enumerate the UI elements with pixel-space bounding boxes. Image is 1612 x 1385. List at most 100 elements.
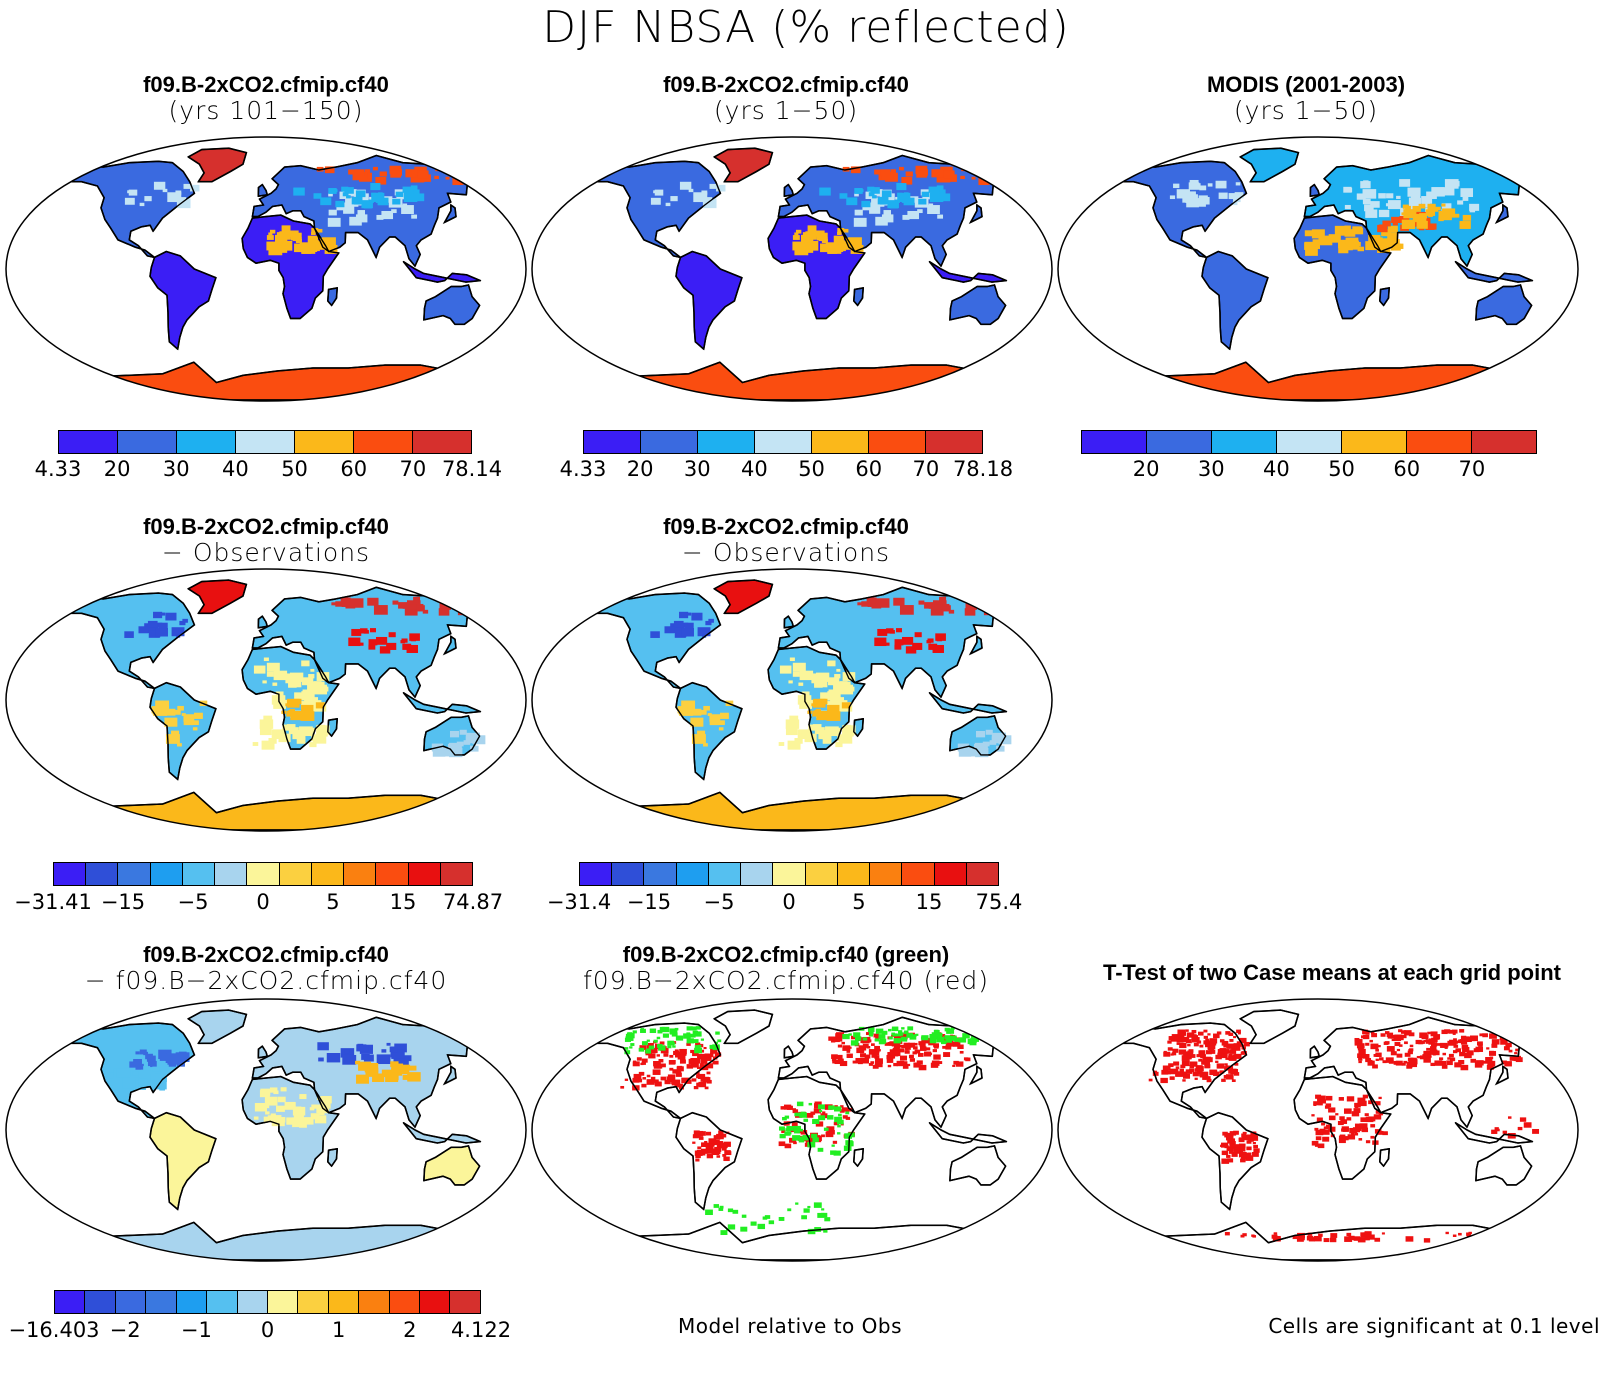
field-patch	[389, 165, 402, 174]
field-patch	[1199, 1071, 1208, 1078]
field-patch	[895, 628, 902, 633]
field-patch	[656, 1036, 661, 1040]
landmass-antarctica	[56, 361, 474, 401]
field-patch	[986, 599, 994, 605]
field-patch	[1387, 232, 1398, 240]
field-patch	[1354, 1132, 1359, 1136]
field-patch	[835, 1033, 841, 1038]
field-patch	[1246, 1157, 1251, 1161]
field-patch	[1370, 1043, 1379, 1050]
field-patch	[949, 1035, 957, 1041]
field-patch	[839, 1109, 845, 1113]
field-patch	[1225, 1057, 1229, 1060]
field-patch	[1365, 1140, 1371, 1144]
field-patch	[1423, 1057, 1431, 1063]
colorbar-tick-label: 0	[782, 890, 796, 914]
field-patch	[827, 704, 840, 714]
field-patch	[971, 1028, 979, 1034]
coastline-south-america	[675, 250, 743, 351]
field-patch	[1401, 219, 1416, 229]
field-patch	[931, 169, 944, 178]
field-patch	[1328, 1126, 1336, 1132]
field-patch	[883, 210, 892, 216]
field-patch	[1227, 1158, 1234, 1163]
field-patch	[1532, 1128, 1540, 1134]
field-patch	[879, 199, 887, 205]
field-patch	[1461, 1040, 1467, 1045]
field-patch	[1235, 182, 1241, 186]
colorbar-cell	[279, 863, 312, 885]
field-patch	[712, 1045, 720, 1051]
field-patch	[904, 1050, 910, 1054]
field-patch	[812, 1137, 819, 1142]
field-patch	[273, 699, 287, 709]
field-patch	[1496, 1128, 1500, 1132]
field-patch	[317, 228, 323, 233]
field-patch	[369, 628, 376, 633]
field-patch	[1448, 1053, 1454, 1058]
field-patch	[1386, 1046, 1395, 1052]
field-patch	[471, 605, 478, 610]
field-patch	[664, 1079, 671, 1085]
field-patch	[280, 1087, 287, 1092]
field-patch	[903, 1032, 910, 1037]
field-patch	[1374, 1237, 1381, 1242]
field-patch	[627, 1032, 633, 1036]
field-patch	[931, 1032, 935, 1035]
field-patch	[286, 724, 296, 731]
field-patch	[905, 646, 917, 654]
field-patch	[1337, 228, 1348, 236]
panel-2-title: f09.B-2xCO2.cfmip.cf40 (yrs 1−50)	[560, 72, 1012, 126]
field-patch	[648, 1053, 656, 1059]
field-patch	[1407, 1050, 1413, 1055]
field-patch	[660, 1076, 666, 1081]
landmass-antarctica	[56, 1221, 474, 1261]
field-patch	[1434, 1060, 1443, 1066]
field-patch	[1438, 210, 1452, 221]
field-patch	[1226, 1043, 1234, 1049]
field-patch	[1418, 203, 1426, 209]
field-patch	[1176, 1037, 1184, 1043]
field-patch	[1337, 1120, 1344, 1126]
field-patch	[1423, 1050, 1431, 1057]
field-patch	[1385, 203, 1391, 207]
field-patch	[1338, 239, 1350, 249]
panel-3-title: MODIS (2001-2003) (yrs 1−50)	[1080, 72, 1532, 126]
map-border	[531, 998, 1053, 1262]
field-patch	[465, 736, 476, 744]
field-patch	[881, 214, 894, 223]
field-patch	[892, 1033, 897, 1037]
field-patch	[1507, 1116, 1512, 1119]
field-patch	[794, 232, 799, 236]
field-patch	[391, 209, 397, 214]
field-patch	[834, 1105, 838, 1108]
field-patch	[1476, 1041, 1483, 1046]
field-patch	[881, 1030, 888, 1035]
field-patch	[1221, 1158, 1230, 1164]
field-patch	[390, 170, 402, 178]
field-patch	[1194, 1077, 1198, 1080]
field-patch	[792, 1109, 799, 1114]
field-patch	[371, 192, 377, 197]
field-patch	[1458, 1060, 1465, 1065]
field-patch	[724, 1150, 731, 1155]
field-patch	[650, 631, 660, 638]
field-patch	[1204, 1061, 1210, 1065]
colorbar-tick-label: 60	[855, 457, 883, 481]
field-patch	[375, 636, 388, 645]
field-patch	[1362, 1054, 1370, 1059]
field-patch	[438, 608, 450, 616]
field-patch	[798, 1136, 804, 1140]
field-patch	[850, 166, 861, 174]
field-patch	[897, 192, 911, 202]
field-patch	[346, 195, 351, 199]
field-patch	[870, 1061, 875, 1064]
field-patch	[891, 1026, 899, 1032]
field-patch	[820, 1212, 828, 1218]
field-patch	[315, 700, 322, 705]
field-patch	[139, 1049, 147, 1055]
coastline-japan	[442, 1065, 457, 1086]
colorbar-cell	[295, 431, 354, 453]
field-patch	[1395, 1060, 1403, 1066]
colorbar-tick-label: 0	[256, 890, 270, 914]
